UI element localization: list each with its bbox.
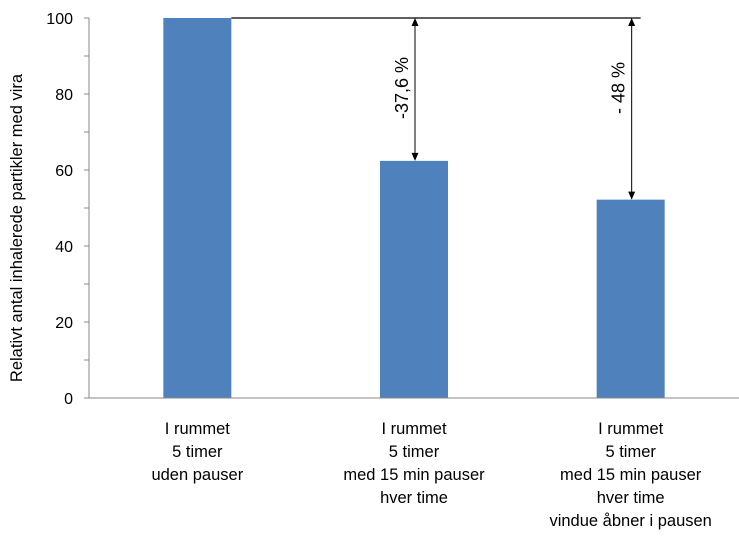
x-axis: I rummet 5 timer uden pauser I rummet 5 time… bbox=[89, 397, 739, 530]
category-label: med 15 min pauser bbox=[343, 466, 485, 484]
bar-1 bbox=[163, 18, 232, 398]
category-label: med 15 min pauser bbox=[560, 466, 702, 484]
arrowhead-down bbox=[628, 191, 636, 200]
category-label: 5 timer bbox=[389, 443, 440, 461]
y-tick-label: 0 bbox=[64, 391, 73, 408]
bar-3 bbox=[596, 199, 665, 398]
bar-2 bbox=[380, 160, 448, 398]
bars bbox=[163, 18, 665, 398]
arrowhead-up bbox=[411, 18, 419, 26]
annotation-label: -37,6 % bbox=[392, 57, 412, 119]
category-label: hver time bbox=[380, 489, 448, 507]
category-label: uden pauser bbox=[151, 466, 243, 484]
arrowhead-down bbox=[411, 152, 419, 161]
category-label: hver time bbox=[597, 489, 665, 507]
y-tick-label: 60 bbox=[55, 163, 73, 180]
y-tick-label: 100 bbox=[46, 11, 73, 28]
y-axis: 0 20 40 60 80 100 bbox=[46, 11, 90, 408]
y-tick-label: 20 bbox=[55, 315, 73, 332]
y-tick-label: 80 bbox=[55, 87, 73, 104]
category-label: I rummet bbox=[381, 420, 447, 438]
y-tick-label: 40 bbox=[55, 239, 73, 256]
category-label: 5 timer bbox=[172, 443, 223, 461]
y-axis-label: Relativt antal inhalerede partikler med … bbox=[8, 73, 26, 382]
category-label: vindue åbner i pausen bbox=[549, 512, 711, 530]
category-label: I rummet bbox=[598, 420, 664, 438]
arrowhead-up bbox=[628, 18, 636, 26]
category-label: I rummet bbox=[165, 420, 231, 438]
annotations: -37,6 % - 48 % bbox=[392, 18, 636, 200]
category-label: 5 timer bbox=[605, 443, 656, 461]
annotation-label: - 48 % bbox=[609, 62, 629, 114]
